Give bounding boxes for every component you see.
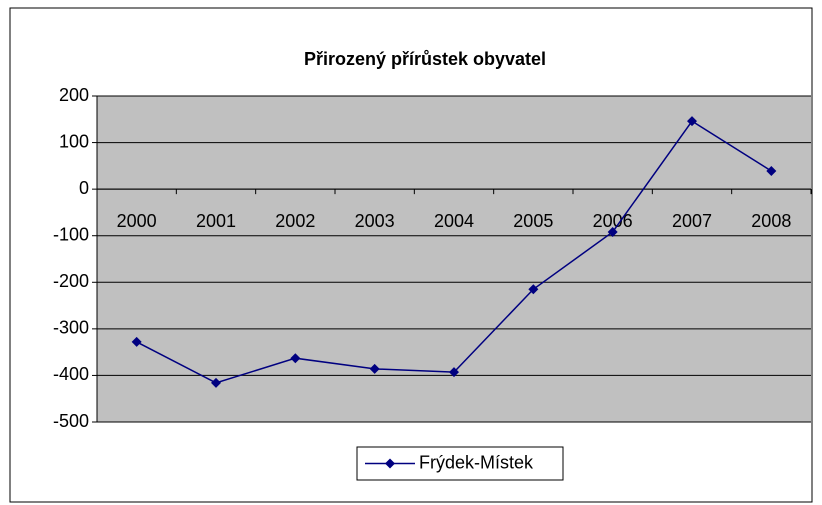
x-tick-label: 2001 xyxy=(196,211,236,231)
legend-marker xyxy=(385,458,395,469)
x-tick-label: 2006 xyxy=(593,211,633,231)
y-tick-label: -300 xyxy=(53,318,89,338)
y-tick-label: 100 xyxy=(59,131,89,151)
chart-title: Přirozený přírůstek obyvatel xyxy=(304,49,546,69)
data-point xyxy=(766,165,777,176)
data-point xyxy=(290,353,301,364)
data-point xyxy=(211,377,221,388)
y-tick-label: 0 xyxy=(79,178,89,198)
y-tick-label: -400 xyxy=(53,364,89,384)
data-point xyxy=(687,116,697,127)
data-point xyxy=(131,336,142,347)
y-tick-label: -100 xyxy=(53,224,89,244)
y-tick-label: 200 xyxy=(59,85,89,105)
x-tick-label: 2008 xyxy=(751,211,791,231)
data-point xyxy=(369,363,380,374)
data-point xyxy=(528,284,539,295)
x-tick-label: 2005 xyxy=(513,211,553,231)
y-tick-label: -500 xyxy=(53,411,89,431)
x-tick-label: 2007 xyxy=(672,211,712,231)
data-point xyxy=(449,367,459,378)
legend-label: Frýdek-Místek xyxy=(419,452,534,472)
data-point xyxy=(607,226,618,237)
x-tick-label: 2004 xyxy=(434,211,474,231)
x-tick-label: 2003 xyxy=(355,211,395,231)
x-tick-label: 2002 xyxy=(275,211,315,231)
y-tick-label: -200 xyxy=(53,271,89,291)
x-tick-label: 2000 xyxy=(117,211,157,231)
